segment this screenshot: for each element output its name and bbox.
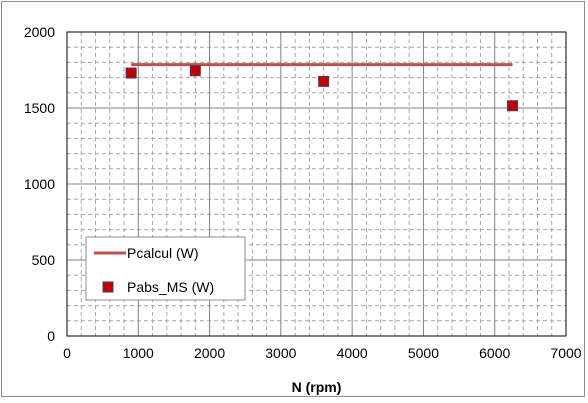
x-tick-label: 3000 — [265, 345, 296, 361]
x-tick-label: 5000 — [408, 345, 439, 361]
x-tick-label: 0 — [63, 345, 71, 361]
x-axis-tick-labels: 0 1000 2000 3000 4000 5000 6000 7000 — [63, 345, 582, 361]
x-tick-label: 4000 — [337, 345, 368, 361]
x-tick-label: 2000 — [194, 345, 225, 361]
y-tick-label: 500 — [32, 252, 56, 268]
x-tick-label: 1000 — [123, 345, 154, 361]
chart-svg: 0 1000 2000 3000 4000 5000 6000 7000 0 500 1000 15… — [24, 24, 582, 395]
plot-area-border — [66, 31, 567, 337]
x-tick-label: 7000 — [550, 345, 581, 361]
data-point-pabs-ms — [125, 67, 137, 79]
chart-frame: 0 1000 2000 3000 4000 5000 6000 7000 0 500 1000 15… — [1, 1, 585, 397]
x-tick-label: 6000 — [479, 345, 510, 361]
x-axis-title: N (rpm) — [292, 379, 342, 395]
y-tick-label: 2000 — [24, 24, 55, 40]
y-tick-label: 0 — [47, 328, 55, 344]
legend-label-pabs-ms: Pabs_MS (W) — [127, 279, 214, 295]
legend: Pcalcul (W) Pabs_MS (W) — [85, 236, 246, 301]
y-tick-label: 1500 — [24, 100, 55, 116]
y-tick-label: 1000 — [24, 176, 55, 192]
y-axis-tick-labels: 0 500 1000 1500 2000 — [24, 24, 55, 344]
data-point-pabs-ms — [189, 65, 201, 77]
data-point-pabs-ms — [507, 100, 519, 112]
legend-swatch-pabs-ms — [102, 281, 114, 293]
legend-label-pcalcul: Pcalcul (W) — [127, 245, 199, 261]
series-layer — [125, 63, 519, 112]
data-point-pabs-ms — [318, 75, 330, 87]
